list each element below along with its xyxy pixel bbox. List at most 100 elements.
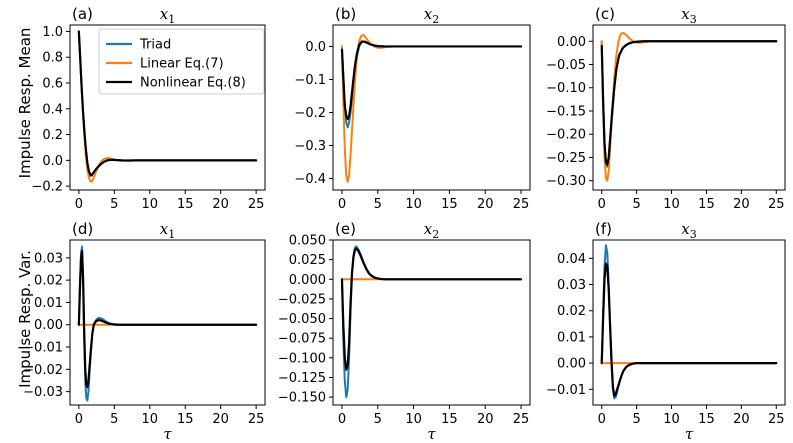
series-group (77, 245, 258, 402)
y-tick-label: 0.02 (34, 274, 63, 289)
series-line-nonlinear-eq-8 (340, 247, 523, 371)
panel-label: (d) (72, 220, 93, 238)
series-group (340, 245, 523, 399)
y-tick-label: −0.02 (23, 363, 63, 378)
panel-c: 0 5 10 15 20 25 −0.30 −0.25 −0.20 −0.15 −0.10 −0.05… (546, 5, 786, 212)
x-axis-label: τ (427, 425, 436, 443)
x-tick-label: 25 (248, 412, 265, 427)
x-tick-label: 0 (598, 197, 606, 212)
y-tick-label: −0.100 (278, 351, 326, 366)
panel-label: (c) (595, 5, 615, 23)
axes-frame (332, 239, 531, 406)
x-tick-label: 0 (75, 197, 83, 212)
y-tick-label: 0.050 (289, 234, 326, 249)
y-tick-label: −0.150 (278, 391, 326, 406)
x-tick-label: 20 (477, 412, 494, 427)
y-tick-label: 0.01 (34, 296, 63, 311)
panel-title-subscript: 2 (432, 228, 439, 241)
y-tick-label: 0.01 (557, 330, 586, 345)
row-ylabel-bottom: Impulse Resp. Var. (16, 250, 34, 388)
x-tick-label: 15 (177, 412, 194, 427)
y-tick-label: −0.15 (546, 104, 586, 119)
x-tick-label: 15 (698, 412, 715, 427)
y-tick-label: −0.20 (546, 128, 586, 143)
x-tick-label: 20 (477, 197, 494, 212)
panel-label: (b) (335, 5, 356, 23)
x-tick-label: 25 (768, 412, 785, 427)
y-tick-label: −0.01 (23, 341, 63, 356)
legend-label: Linear Eq.(7) (140, 57, 224, 72)
legend-label: Nonlinear Eq.(8) (140, 76, 246, 91)
y-tick-label: −0.10 (546, 81, 586, 96)
panel-title-subscript: 3 (690, 228, 697, 241)
y-tick-label: 0.2 (42, 128, 63, 143)
x-tick-label: 0 (338, 197, 346, 212)
panel-d: 0 5 10 15 20 25 −0.03 −0.02 −0.01 0.00 0.01 0.02 0.0… (23, 220, 266, 443)
panel-title: x3 (681, 220, 696, 241)
y-tick-label: 1.0 (42, 25, 63, 40)
axes-frame (332, 24, 531, 191)
panel-a: 0 5 10 15 20 25 −0.2 0.0 0.2 0.4 0.6 0.8 1.0 (a) x1 (31, 5, 266, 212)
panel-b: 0 5 10 15 20 25 −0.4 −0.3 −0.2 −0.1 0.0 (b) x2 (294, 5, 531, 212)
x-axis-label: τ (163, 425, 172, 443)
x-tick-label: 0 (75, 412, 83, 427)
x-tick-label: 15 (441, 197, 458, 212)
x-tick-label: 20 (733, 197, 750, 212)
legend: Triad Linear Eq.(7) Nonlinear Eq.(8) (98, 28, 265, 95)
x-tick-label: 5 (632, 197, 640, 212)
y-tick-label: 0.00 (557, 357, 586, 372)
series-line-linear-eq-7 (600, 31, 778, 182)
panel-title: x1 (160, 220, 175, 241)
y-tick-label: −0.1 (294, 73, 326, 88)
x-tick-label: 10 (141, 412, 158, 427)
y-tick-label: 0.0 (42, 154, 63, 169)
x-tick-label: 20 (212, 412, 229, 427)
panel-title: x3 (681, 5, 696, 26)
y-tick-label: 0.025 (289, 253, 326, 268)
y-tick-label: 0.6 (42, 77, 63, 92)
axes-frame (592, 239, 786, 406)
x-tick-label: 5 (374, 197, 382, 212)
x-tick-label: 15 (177, 197, 194, 212)
panel-e: 0 5 10 15 20 25 −0.150 −0.125 −0.100 −0.075 −0.050… (278, 220, 531, 443)
y-tick-label: 0.03 (34, 251, 63, 266)
y-tick-label: 0.04 (557, 252, 586, 267)
series-line-nonlinear-eq-8 (600, 40, 778, 166)
panel-title-subscript: 2 (432, 13, 439, 26)
y-tick-label: −0.01 (546, 383, 586, 398)
series-line-triad (340, 40, 523, 129)
y-tick-label: −0.25 (546, 151, 586, 166)
series-line-nonlinear-eq-8 (600, 262, 778, 397)
series-line-nonlinear-eq-8 (77, 30, 258, 177)
y-tick-label: −0.125 (278, 371, 326, 386)
y-tick-label: 0.00 (557, 35, 586, 50)
series-line-triad (340, 245, 523, 399)
row-ylabel-top: Impulse Resp. Mean (16, 28, 34, 179)
x-axis-label: τ (685, 425, 694, 443)
series-line-triad (600, 40, 778, 168)
x-tick-label: 5 (632, 412, 640, 427)
y-tick-label: 0.00 (34, 318, 63, 333)
x-tick-label: 10 (663, 412, 680, 427)
x-tick-label: 25 (768, 197, 785, 212)
x-tick-label: 15 (441, 412, 458, 427)
y-tick-label: −0.3 (294, 139, 326, 154)
panel-label: (f) (595, 220, 612, 238)
y-tick-label: 0.4 (42, 102, 63, 117)
x-tick-label: 5 (110, 412, 118, 427)
y-tick-label: −0.050 (278, 312, 326, 327)
axes-frame (592, 24, 786, 191)
legend-frame (98, 28, 265, 95)
y-tick-label: −0.4 (294, 172, 326, 187)
panel-title-subscript: 1 (168, 228, 175, 241)
x-tick-label: 10 (405, 197, 422, 212)
y-tick-label: −0.025 (278, 292, 326, 307)
panel-title-subscript: 1 (168, 13, 175, 26)
x-tick-label: 0 (338, 412, 346, 427)
y-tick-label: −0.03 (23, 385, 63, 400)
series-group (600, 244, 778, 400)
panel-title: x2 (424, 5, 439, 26)
panel-title-subscript: 3 (690, 13, 697, 26)
y-tick-label: −0.30 (546, 174, 586, 189)
panel-title: x1 (160, 5, 175, 26)
